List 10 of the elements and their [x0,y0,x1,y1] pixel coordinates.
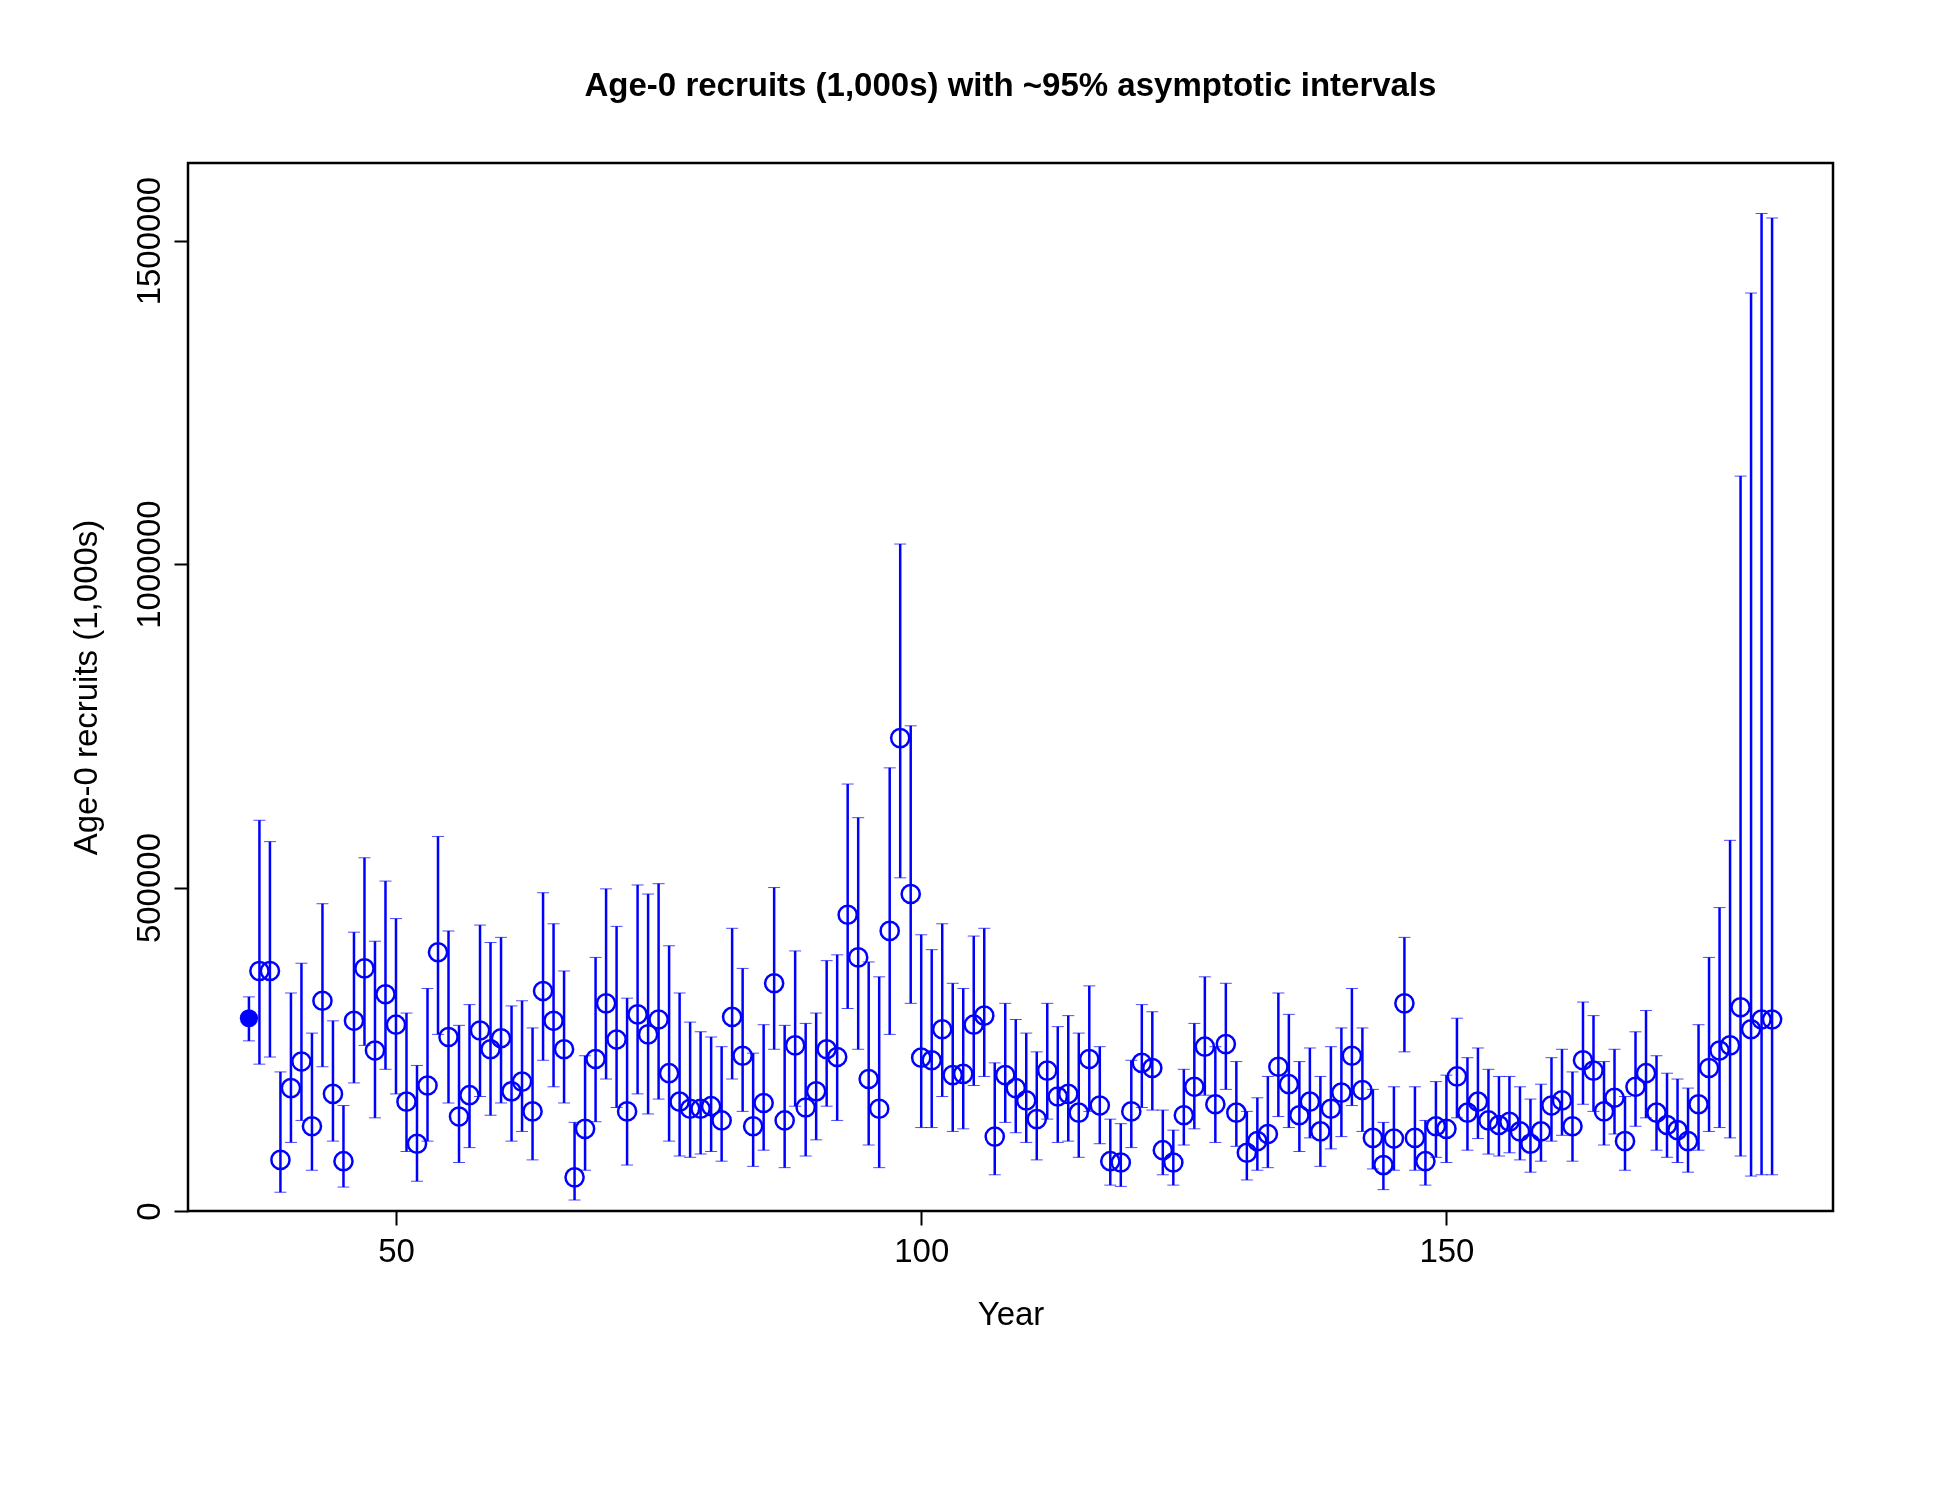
y-tick-label: 1500000 [129,176,167,306]
chart-title: Age-0 recruits (1,000s) with ~95% asymptotic intervals [584,66,1437,103]
y-tick-label: 500000 [129,832,167,944]
x-tick-label: 100 [894,1231,950,1269]
x-axis-title: Year [977,1294,1045,1332]
y-tick-label: 1000000 [129,500,167,629]
x-tick-label: 150 [1419,1231,1475,1269]
x-tick-label: 50 [378,1231,415,1269]
y-tick-label: 0 [129,1202,167,1221]
y-axis-title: Age-0 recruits (1,000s) [66,519,104,856]
